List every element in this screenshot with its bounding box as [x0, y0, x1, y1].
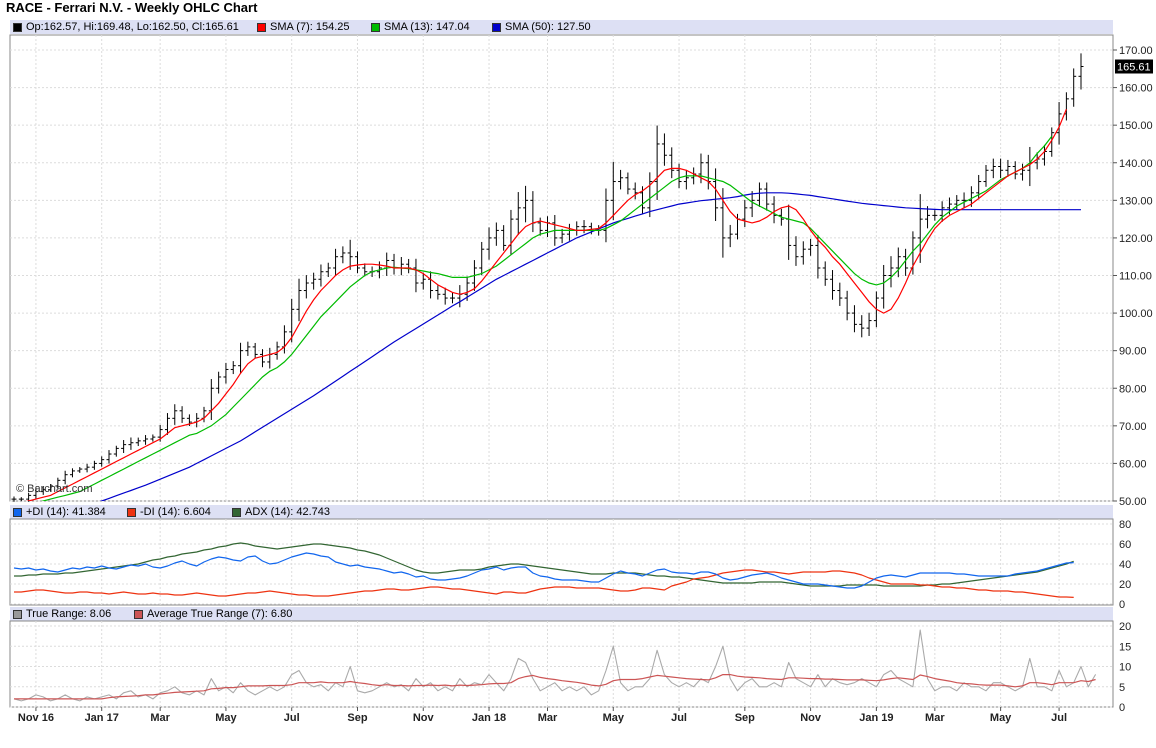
tr-tick-label-2: 10: [1119, 662, 1131, 674]
sma50-line: [99, 192, 1081, 501]
price-tick-label-12: 170.00: [1119, 45, 1153, 57]
tr-tick-label-0: 0: [1119, 702, 1125, 714]
x-label-15: May: [990, 712, 1012, 724]
dmi-legend-swatch-1: [127, 507, 136, 517]
dmi-tick-label-3: 60: [1119, 539, 1131, 551]
sma7-line: [26, 108, 1067, 501]
price-tick-label-0: 50.00: [1119, 496, 1147, 508]
x-label-1: Jan 17: [85, 712, 119, 724]
price-legend-swatch-2: [371, 22, 380, 32]
x-label-5: Sep: [347, 712, 367, 724]
dmi-tick-label-1: 20: [1119, 579, 1131, 591]
tr-panel-frame: [9, 620, 1114, 708]
dmi-panel-frame: [9, 518, 1114, 606]
price-tick-label-11: 160.00: [1119, 83, 1153, 95]
dmi-legend-swatch-0: [13, 507, 22, 517]
price-legend-swatch-3: [492, 22, 501, 32]
x-label-10: Jul: [671, 712, 687, 724]
dmi-legend-swatch-2: [232, 507, 241, 517]
x-label-13: Jan 19: [859, 712, 893, 724]
tr-tick-label-3: 15: [1119, 641, 1131, 653]
price-legend-label-1: SMA (7): 154.25: [270, 21, 350, 33]
price-legend: Op:162.57, Hi:169.48, Lo:162.50, Cl:165.…: [10, 20, 1113, 34]
dmi-tick-label-0: 0: [1119, 599, 1125, 611]
tr-legend: True Range: 8.06 Average True Range (7): …: [10, 607, 1113, 621]
x-label-9: May: [603, 712, 625, 724]
tr-legend-label-1: Average True Range (7): 6.80: [147, 608, 293, 620]
price-legend-label-2: SMA (13): 147.04: [384, 21, 470, 33]
x-label-14: Mar: [925, 712, 945, 724]
x-label-12: Nov: [800, 712, 822, 724]
dmi-legend-label-2: ADX (14): 42.743: [245, 506, 330, 518]
adx-line: [14, 542, 1074, 587]
dmi-legend-item-2: ADX (14): 42.743: [232, 506, 330, 518]
price-legend-label-3: SMA (50): 127.50: [505, 21, 591, 33]
x-label-4: Jul: [284, 712, 300, 724]
price-tick-label-3: 80.00: [1119, 383, 1147, 395]
x-label-6: Nov: [413, 712, 435, 724]
price-legend-item-1: SMA (7): 154.25: [257, 21, 350, 33]
price-legend-swatch-1: [257, 22, 266, 32]
chart-title: RACE - Ferrari N.V. - Weekly OHLC Chart: [6, 0, 258, 15]
tr-legend-label-0: True Range: 8.06: [26, 608, 112, 620]
x-label-8: Mar: [538, 712, 558, 724]
sma13-line: [40, 135, 1053, 501]
x-label-11: Sep: [735, 712, 755, 724]
tr-legend-swatch-1: [134, 609, 143, 619]
atr-line: [14, 673, 1096, 700]
tr-legend-item-1: Average True Range (7): 6.80: [134, 608, 292, 620]
price-tick-label-10: 150.00: [1119, 120, 1153, 132]
watermark: © Barchart.com: [16, 483, 93, 495]
tr-tick-label-4: 20: [1119, 621, 1131, 633]
price-legend-swatch-0: [13, 22, 22, 32]
last-price-label: 165.61: [1117, 61, 1151, 73]
dmi-legend-item-0: +DI (14): 41.384: [13, 506, 106, 518]
last-price-badge: [1115, 59, 1153, 74]
price-tick-label-4: 90.00: [1119, 346, 1147, 358]
dmi-tick-label-4: 80: [1119, 519, 1131, 531]
price-tick-label-2: 70.00: [1119, 421, 1147, 433]
x-label-3: May: [215, 712, 237, 724]
price-tick-label-8: 130.00: [1119, 195, 1153, 207]
price-tick-label-1: 60.00: [1119, 458, 1147, 470]
tr-legend-swatch-0: [13, 609, 22, 619]
dmi-legend-label-0: +DI (14): 41.384: [26, 506, 106, 518]
x-label-16: Jul: [1051, 712, 1067, 724]
price-tick-label-7: 120.00: [1119, 233, 1153, 245]
tr-tick-label-1: 5: [1119, 682, 1125, 694]
dmi-tick-label-2: 40: [1119, 559, 1131, 571]
price-legend-label-0: Op:162.57, Hi:169.48, Lo:162.50, Cl:165.…: [26, 21, 239, 33]
price-tick-label-5: 100.00: [1119, 308, 1153, 320]
true-range-line: [13, 629, 1097, 702]
price-panel-frame: [9, 34, 1114, 502]
dmi-legend: +DI (14): 41.384 -DI (14): 6.604 ADX (14):…: [10, 505, 1113, 519]
price-legend-item-0: Op:162.57, Hi:169.48, Lo:162.50, Cl:165.…: [13, 21, 239, 33]
sma-group: [26, 108, 1081, 501]
price-legend-item-3: SMA (50): 127.50: [492, 21, 591, 33]
tr-legend-item-0: True Range: 8.06: [13, 608, 111, 620]
dmi-legend-item-1: -DI (14): 6.604: [127, 506, 211, 518]
dmi-legend-label-1: -DI (14): 6.604: [140, 506, 211, 518]
minus-di-line: [14, 569, 1074, 598]
x-label-2: Mar: [150, 712, 170, 724]
price-tick-label-6: 110.00: [1119, 271, 1152, 283]
price-legend-item-2: SMA (13): 147.04: [371, 21, 470, 33]
x-label-0: Nov 16: [18, 712, 54, 724]
plus-di-line: [13, 552, 1074, 589]
price-tick-label-9: 140.00: [1119, 158, 1153, 170]
x-label-7: Jan 18: [472, 712, 506, 724]
